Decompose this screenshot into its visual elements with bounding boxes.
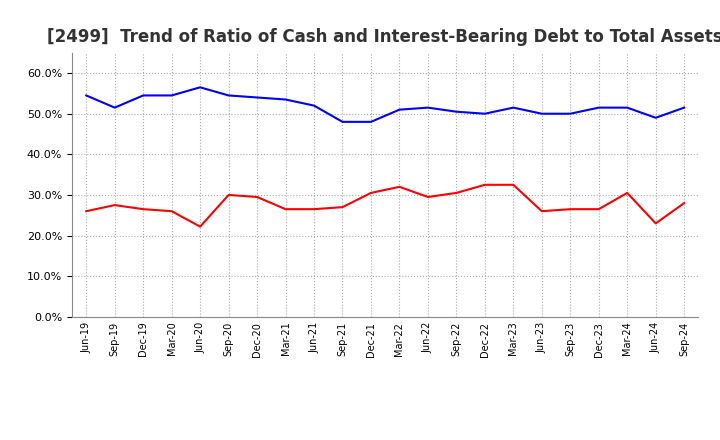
Interest-Bearing Debt bbox=[225, 93, 233, 98]
Line: Interest-Bearing Debt: Interest-Bearing Debt bbox=[86, 87, 684, 122]
Cash bbox=[509, 182, 518, 187]
Cash bbox=[310, 206, 318, 212]
Cash bbox=[452, 190, 461, 195]
Cash bbox=[595, 206, 603, 212]
Interest-Bearing Debt bbox=[139, 93, 148, 98]
Cash bbox=[338, 205, 347, 210]
Cash bbox=[480, 182, 489, 187]
Cash bbox=[652, 221, 660, 226]
Cash bbox=[225, 192, 233, 198]
Interest-Bearing Debt bbox=[623, 105, 631, 110]
Cash bbox=[253, 194, 261, 200]
Interest-Bearing Debt bbox=[338, 119, 347, 125]
Cash bbox=[423, 194, 432, 200]
Interest-Bearing Debt bbox=[566, 111, 575, 116]
Interest-Bearing Debt bbox=[595, 105, 603, 110]
Cash bbox=[623, 190, 631, 195]
Interest-Bearing Debt bbox=[82, 93, 91, 98]
Interest-Bearing Debt bbox=[452, 109, 461, 114]
Cash bbox=[395, 184, 404, 190]
Interest-Bearing Debt bbox=[395, 107, 404, 112]
Cash bbox=[139, 206, 148, 212]
Interest-Bearing Debt bbox=[196, 84, 204, 90]
Interest-Bearing Debt bbox=[652, 115, 660, 121]
Cash bbox=[167, 209, 176, 214]
Interest-Bearing Debt bbox=[680, 105, 688, 110]
Interest-Bearing Debt bbox=[282, 97, 290, 102]
Interest-Bearing Debt bbox=[423, 105, 432, 110]
Cash bbox=[566, 206, 575, 212]
Interest-Bearing Debt bbox=[537, 111, 546, 116]
Interest-Bearing Debt bbox=[480, 111, 489, 116]
Cash bbox=[366, 190, 375, 195]
Interest-Bearing Debt bbox=[253, 95, 261, 100]
Cash bbox=[537, 209, 546, 214]
Cash bbox=[110, 202, 119, 208]
Interest-Bearing Debt bbox=[366, 119, 375, 125]
Interest-Bearing Debt bbox=[509, 105, 518, 110]
Interest-Bearing Debt bbox=[110, 105, 119, 110]
Interest-Bearing Debt bbox=[167, 93, 176, 98]
Cash bbox=[680, 201, 688, 206]
Interest-Bearing Debt bbox=[310, 103, 318, 108]
Cash bbox=[82, 209, 91, 214]
Line: Cash: Cash bbox=[86, 185, 684, 227]
Title: [2499]  Trend of Ratio of Cash and Interest-Bearing Debt to Total Assets: [2499] Trend of Ratio of Cash and Intere… bbox=[48, 28, 720, 46]
Cash bbox=[196, 224, 204, 229]
Cash bbox=[282, 206, 290, 212]
